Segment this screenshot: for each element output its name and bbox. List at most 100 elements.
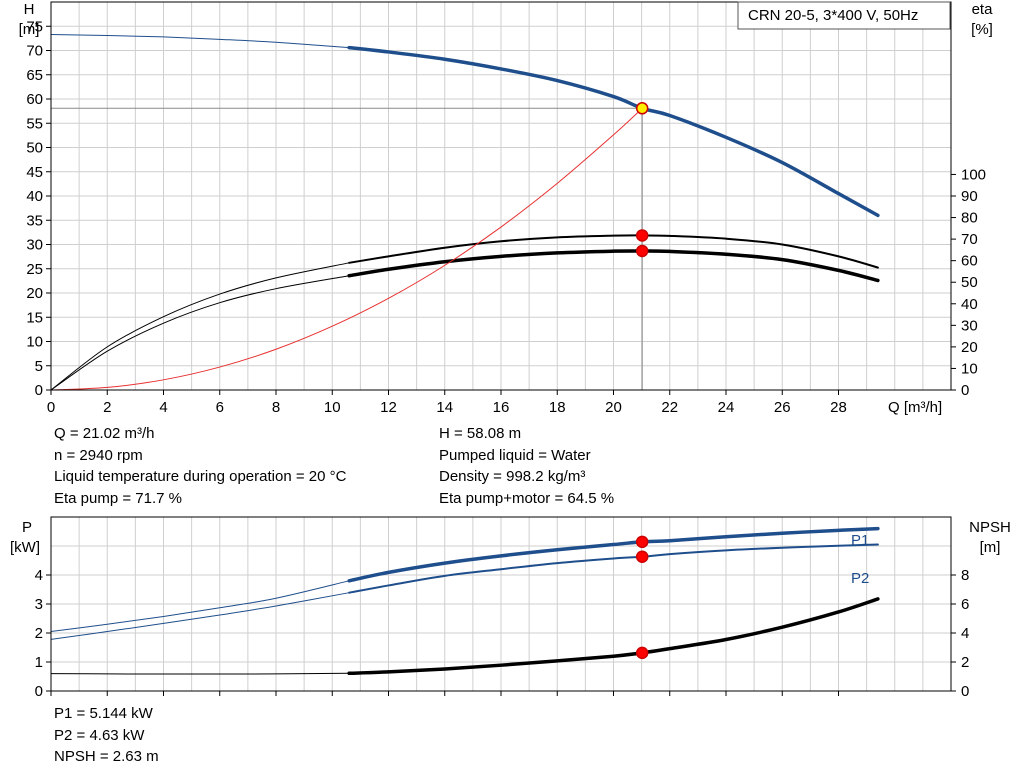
- axes: [46, 516, 956, 696]
- series-P2-extrapolated: [50, 592, 350, 640]
- series-head-extrapolated: [50, 34, 350, 49]
- y-left-tick-label: 65: [26, 67, 43, 84]
- x-tick-label: 22: [661, 399, 678, 416]
- head-value: H = 58.08 m: [439, 425, 522, 442]
- y-right-tick-label: 4: [961, 625, 969, 642]
- x-tick-label: 2: [103, 399, 111, 416]
- y-left-tick-label: 2: [35, 625, 43, 642]
- y-right-tick-label: 30: [961, 317, 978, 334]
- x-tick-label: 26: [774, 399, 791, 416]
- y-right-tick-label: 90: [961, 188, 978, 205]
- p1-value: P1 = 5.144 kW: [54, 705, 153, 722]
- y-right-tick-label: 40: [961, 296, 978, 313]
- tick-labels: 0 1 2 3 4 0 2 4 6 8: [35, 567, 970, 700]
- x-tick-label: 10: [324, 399, 341, 416]
- duty-marker-eta-pump: [635, 229, 649, 242]
- y-left-tick-label: 60: [26, 91, 43, 108]
- y-right-label-line2: [%]: [971, 21, 993, 38]
- power-info: P1 = 5.144 kW P2 = 4.63 kW NPSH = 2.63 m: [54, 703, 159, 768]
- y-left-tick-label: 4: [35, 567, 43, 584]
- y-left-tick-label: 3: [35, 596, 43, 613]
- liquid-temperature-value: Liquid temperature during operation = 20…: [54, 468, 347, 485]
- y-left-tick-label: 25: [26, 261, 43, 278]
- y-right-label-line1: eta: [972, 1, 994, 18]
- y-right-tick-label: 0: [961, 683, 969, 700]
- series-eta-pump-motor: [347, 249, 880, 283]
- y-right-tick-label: 100: [961, 166, 986, 183]
- x-tick-label: 8: [272, 399, 280, 416]
- duty-markers: [635, 102, 649, 258]
- x-tick-label: 16: [493, 399, 510, 416]
- curves: [50, 34, 880, 391]
- series-NPSH: [347, 597, 880, 676]
- grid: [51, 2, 951, 390]
- series-system-curve: [50, 107, 643, 391]
- pumped-liquid-value: Pumped liquid = Water: [439, 446, 591, 464]
- legend-box: CRN 20-5, 3*400 V, 50Hz: [737, 1, 951, 30]
- y-left-tick-label: 50: [26, 140, 43, 157]
- series-label-p1: P1: [851, 532, 869, 549]
- x-tick-label: 4: [159, 399, 167, 416]
- duty-markers: [635, 535, 649, 660]
- duty-marker-eta-pump-motor: [635, 244, 649, 258]
- x-tick-label: 0: [47, 399, 55, 416]
- eta-pump-value: Eta pump = 71.7 %: [54, 489, 182, 507]
- y-left-tick-label: 15: [26, 309, 43, 326]
- y-right-tick-label: 6: [961, 596, 969, 613]
- y-right-tick-label: 20: [961, 339, 978, 356]
- axes: [46, 1, 956, 395]
- series-P1: [347, 526, 880, 583]
- x-tick-label: 6: [216, 399, 224, 416]
- y-left-tick-label: 20: [26, 285, 43, 302]
- y-left-tick-label: 0: [35, 382, 43, 399]
- x-tick-label: 12: [380, 399, 397, 416]
- y-right-tick-label: 50: [961, 274, 978, 291]
- y-right-tick-label: 2: [961, 654, 969, 671]
- series-eta-pump-extrapolated: [50, 262, 350, 391]
- y-left-label-line1: P: [22, 519, 32, 536]
- y-left-tick-label: 5: [35, 358, 43, 375]
- y-right-tick-label: 80: [961, 210, 978, 227]
- duty-marker-NPSH: [635, 646, 649, 660]
- power-npsh-chart: 0 1 2 3 4 0 2 4 6 8 P [kW] NPSH [m] P1 P2: [10, 516, 1011, 700]
- y-left-tick-label: 35: [26, 212, 43, 229]
- head-efficiency-chart: 0 2 4 6 8 10 12 14 16 18 20 22 24 26 28051015202530354…: [19, 1, 994, 416]
- x-tick-label: 24: [718, 399, 735, 416]
- y-left-tick-label: 10: [26, 334, 43, 351]
- y-left-tick-label: 55: [26, 115, 43, 132]
- series-NPSH-extrapolated: [50, 672, 350, 675]
- y-left-tick-label: 75: [26, 18, 43, 35]
- grid: [51, 517, 951, 691]
- y-right-tick-label: 0: [961, 382, 969, 399]
- y-right-label-line1: NPSH: [969, 519, 1011, 536]
- y-left-tick-label: 45: [26, 164, 43, 181]
- y-left-tick-label: 30: [26, 237, 43, 254]
- y-left-tick-label: 1: [35, 654, 43, 671]
- y-right-tick-label: 8: [961, 567, 969, 584]
- y-right-tick-label: 10: [961, 360, 978, 377]
- speed-value: n = 2940 rpm: [54, 446, 143, 464]
- y-left-label-line2: [kW]: [10, 539, 40, 556]
- y-left-label-line2: [m]: [19, 21, 40, 38]
- x-tick-label: 14: [436, 399, 453, 416]
- y-right-tick-label: 70: [961, 231, 978, 248]
- y-left-label-line1: H: [24, 1, 35, 18]
- series-head: [347, 45, 880, 218]
- y-left-tick-label: 70: [26, 43, 43, 60]
- legend-box-text: CRN 20-5, 3*400 V, 50Hz: [748, 7, 918, 24]
- duty-marker-P2: [635, 550, 649, 563]
- series-eta-pump: [348, 234, 879, 269]
- x-tick-label: 18: [549, 399, 566, 416]
- series-label-p2: P2: [851, 570, 869, 587]
- series-P2: [348, 543, 879, 594]
- duty-marker-P1: [635, 535, 649, 549]
- eta-pump-motor-value: Eta pump+motor = 64.5 %: [439, 489, 615, 507]
- p2-value: P2 = 4.63 kW: [54, 726, 145, 744]
- series-eta-pump-motor-extrapolated: [50, 275, 350, 391]
- y-left-tick-label: 0: [35, 683, 43, 700]
- duty-marker-head: [635, 102, 649, 115]
- x-tick-label: 20: [605, 399, 622, 416]
- tick-labels: 0 2 4 6 8 10 12 14 16 18 20 22 24 26 28051015202530354…: [26, 18, 986, 416]
- flow-value: Q = 21.02 m³/h: [54, 425, 155, 442]
